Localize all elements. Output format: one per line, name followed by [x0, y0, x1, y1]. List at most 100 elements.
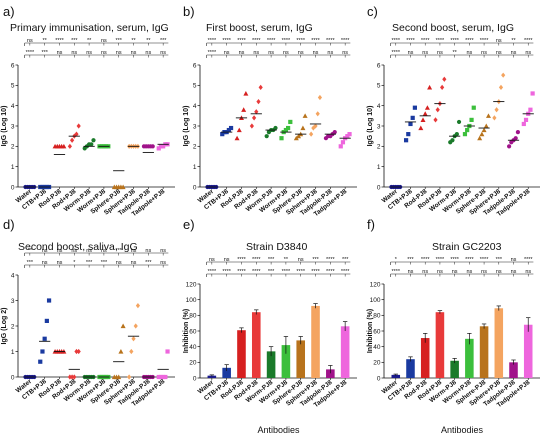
sig-bottom-label: ns [422, 50, 428, 56]
sig-bottom-label: ns [57, 260, 63, 266]
sig-top-label: ns [511, 257, 517, 263]
data-point [286, 125, 291, 131]
data-point [241, 107, 247, 112]
sig-top-label: **** [237, 38, 246, 44]
sig-top-label: ns [224, 257, 230, 263]
sig-bottom-label: **** [326, 269, 335, 275]
y-tick-label: 60 [189, 328, 197, 335]
data-point [347, 132, 352, 137]
sig-bottom-label: ns [466, 269, 472, 275]
y-tick-label: 3 [11, 123, 15, 130]
y-tick-label: 2 [377, 144, 381, 151]
y-tick-label: 5 [377, 83, 381, 90]
sig-bottom-label: **** [391, 50, 400, 56]
sig-top-label: **** [326, 38, 335, 44]
sig-bottom-label: **** [311, 269, 320, 275]
data-point [494, 107, 499, 113]
data-point [76, 123, 81, 129]
data-point [116, 374, 122, 380]
data-point [481, 127, 487, 133]
y-tick-label: 4 [11, 103, 15, 110]
data-point [67, 374, 72, 380]
y-tick-label: 20 [189, 360, 197, 367]
sig-bottom-label: *** [41, 50, 48, 56]
data-point [283, 127, 289, 133]
y-axis-label: Inhibition (%) [367, 309, 374, 353]
sig-bottom-label: *** [27, 260, 34, 266]
panel-title: Primary immunisation, serum, IgG [10, 22, 169, 34]
bar [465, 338, 474, 378]
data-point [528, 107, 533, 112]
data-point [131, 336, 136, 342]
bar [391, 374, 401, 378]
y-tick-label: 3 [11, 298, 15, 305]
sig-bottom-label: ns [101, 50, 107, 56]
y-tick-label: 6 [377, 62, 381, 69]
sig-bottom-label: ns [145, 50, 151, 56]
sig-top-label: **** [465, 38, 474, 44]
bar [523, 324, 533, 378]
data-point [442, 76, 447, 82]
y-tick-label: 6 [193, 62, 197, 69]
data-point [483, 123, 489, 129]
y-tick-label: 120 [370, 281, 381, 288]
y-tick-label: 40 [189, 344, 197, 351]
y-tick-label: 120 [186, 281, 197, 288]
sig-top-label: **** [208, 38, 217, 44]
sig-top-label: ns [42, 248, 48, 254]
sig-bottom-label: ns [116, 260, 122, 266]
y-tick-label: 100 [370, 297, 381, 304]
y-tick-label: 2 [11, 323, 15, 330]
bar [311, 305, 320, 378]
bar [281, 345, 291, 378]
sig-bottom-label: ns [313, 50, 319, 56]
sig-bottom-label: **** [237, 269, 246, 275]
panel-b: b) First boost, serum, IgG **** **** **** ***… [183, 4, 357, 218]
y-tick-label: 60 [373, 328, 381, 335]
sig-top-label: **** [267, 38, 276, 44]
data-point [228, 125, 234, 131]
sig-top-label: ns [86, 248, 92, 254]
data-point [234, 135, 240, 141]
data-point [440, 84, 445, 90]
sig-bottom-label: ns [496, 269, 502, 275]
data-point [515, 130, 521, 135]
sig-bottom-label: ns [86, 50, 92, 56]
panel-letter: b) [183, 4, 195, 19]
bar [406, 359, 415, 378]
sig-top-label: **** [524, 257, 533, 263]
data-point [165, 349, 170, 354]
bar [479, 326, 489, 378]
data-point [332, 130, 337, 135]
sig-bottom-label: ns [327, 50, 333, 56]
data-point [273, 125, 278, 131]
sig-top-label: ns [71, 248, 77, 254]
panel-f: f)Strain GC2203* *** **** **** **** **** **** *… [367, 217, 540, 435]
data-point [498, 84, 504, 90]
sig-bottom-label: **** [252, 269, 261, 275]
sig-top-label: *** [496, 257, 503, 263]
y-tick-label: 0 [11, 374, 15, 381]
sig-bottom-label: **** [391, 269, 400, 275]
data-point [309, 131, 314, 137]
data-point [91, 138, 96, 143]
sig-top-label: **** [391, 38, 400, 44]
sig-bottom-label: **** [222, 269, 231, 275]
y-axis-label: IgG (Log 10) [367, 106, 374, 147]
panel-title: Strain GC2203 [432, 241, 502, 253]
data-point [435, 107, 440, 113]
data-point [340, 140, 346, 145]
data-point [313, 123, 318, 129]
data-point [469, 117, 474, 122]
y-axis-label: Inhibition (%) [183, 309, 190, 353]
sig-top-label: ns [209, 257, 215, 263]
panel-title: Strain D3840 [246, 241, 307, 253]
data-point [465, 127, 470, 133]
sig-top-label: **** [436, 38, 445, 44]
data-point [156, 374, 161, 380]
sig-top-label: ** [87, 38, 92, 44]
bar [207, 375, 217, 378]
sig-bottom-label: ns [342, 50, 348, 56]
y-tick-label: 4 [11, 272, 15, 279]
sig-top-label: ns [131, 248, 137, 254]
